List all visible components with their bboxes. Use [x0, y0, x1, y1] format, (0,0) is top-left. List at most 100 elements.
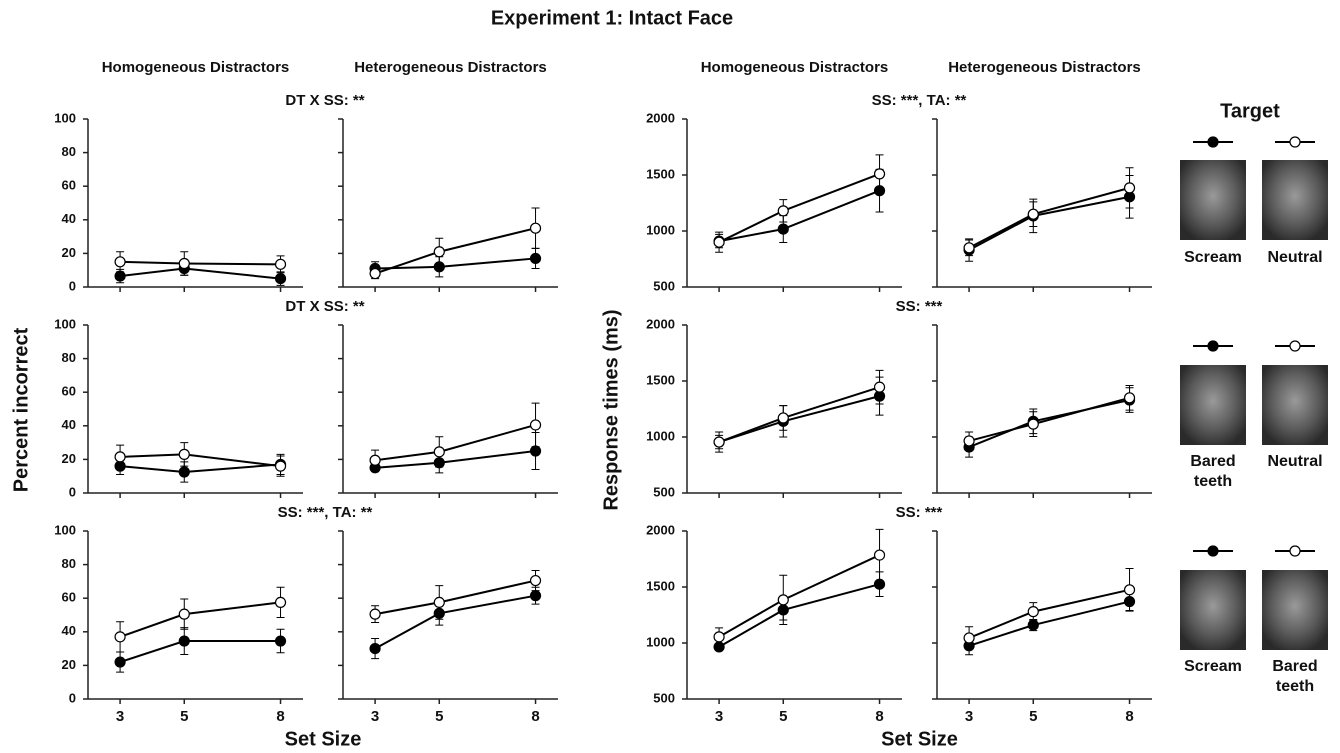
series-line: [119, 640, 281, 663]
legend-marker: [1207, 340, 1219, 352]
y-tick-label: 20: [62, 451, 76, 466]
face-image: [1180, 570, 1246, 650]
marker: [713, 436, 725, 448]
y-tick-label: 40: [62, 623, 76, 638]
marker: [1123, 182, 1136, 194]
marker: [274, 258, 287, 270]
series-line: [119, 463, 281, 474]
legend-label: Bared teeth: [1272, 658, 1318, 695]
y-tick-label: 1500: [646, 578, 675, 593]
marker: [1027, 619, 1039, 631]
legend-label: Scream: [1184, 249, 1242, 266]
x-axis-label: Set Size: [285, 728, 362, 750]
marker: [777, 594, 789, 606]
y-tick-label: 100: [54, 522, 76, 537]
marker: [178, 608, 190, 620]
y-tick-label: 1500: [646, 372, 675, 387]
legend-label: Neutral: [1267, 453, 1323, 470]
series-line: [718, 386, 880, 443]
legend-marker: [1289, 136, 1301, 148]
marker: [178, 466, 190, 478]
x-tick-label: 5: [779, 708, 787, 725]
marker: [963, 435, 975, 447]
annotation: SS: ***, TA: **: [872, 92, 967, 109]
y-tick-label: 2000: [646, 110, 675, 125]
x-tick-label: 5: [1029, 708, 1037, 725]
column-header: Heterogeneous Distractors: [354, 59, 547, 76]
series-line: [375, 450, 536, 469]
series-line: [374, 227, 536, 275]
marker: [873, 168, 886, 180]
x-axis-label: Set Size: [881, 728, 958, 750]
face-image: [1262, 365, 1328, 445]
series-line: [718, 395, 880, 443]
marker: [713, 236, 725, 248]
x-tick-label: 8: [276, 708, 284, 725]
y-tick-label: 0: [69, 278, 76, 293]
x-tick-label: 5: [435, 708, 443, 725]
series-line: [120, 453, 281, 468]
x-tick-label: 8: [875, 708, 883, 725]
face-images: [1180, 160, 1328, 650]
marker: [369, 608, 381, 620]
annotation: DT X SS: **: [285, 298, 364, 315]
marker: [1123, 584, 1136, 596]
y-tick-label: 20: [62, 245, 76, 260]
marker: [114, 270, 126, 282]
y-tick-label: 2000: [646, 522, 675, 537]
marker: [529, 590, 542, 602]
column-header: Homogeneous Distractors: [102, 59, 290, 76]
legend-title: Target: [1220, 100, 1280, 122]
series-line: [968, 186, 1130, 249]
y-tick-label: 80: [62, 350, 76, 365]
marker: [777, 205, 789, 217]
legend-label: Bared teeth: [1190, 453, 1236, 490]
annotation: SS: ***, TA: **: [278, 504, 373, 521]
marker: [114, 451, 126, 463]
x-tick-label: 8: [531, 708, 539, 725]
series-line: [120, 260, 281, 266]
column-header: Heterogeneous Distractors: [948, 59, 1141, 76]
y-tick-label: 100: [54, 110, 76, 125]
series-line: [718, 172, 880, 244]
y-tick-label: 2000: [646, 316, 675, 331]
y-tick-label: 20: [62, 657, 76, 672]
face-image: [1180, 365, 1246, 445]
marker: [274, 273, 287, 285]
marker: [114, 256, 126, 268]
marker: [529, 252, 542, 265]
x-tick-label: 3: [116, 708, 124, 725]
series-line: [968, 195, 1130, 251]
series-line: [119, 601, 281, 638]
series-line: [374, 423, 536, 462]
marker: [873, 549, 886, 561]
series-line: [968, 399, 1130, 449]
y-axis-label: Response times (ms): [600, 309, 622, 510]
marker: [777, 412, 789, 424]
marker: [529, 574, 542, 587]
annotation: SS: ***: [896, 504, 943, 521]
x-tick-label: 3: [965, 708, 973, 725]
annotation: DT X SS: **: [285, 92, 364, 109]
y-tick-label: 60: [62, 178, 76, 193]
legend-label: Neutral: [1267, 249, 1323, 266]
marker: [1027, 208, 1039, 220]
y-tick-label: 40: [62, 211, 76, 226]
marker: [369, 642, 381, 655]
y-tick-label: 80: [62, 144, 76, 159]
y-tick-label: 60: [62, 590, 76, 605]
y-tick-label: 1000: [646, 634, 675, 649]
legend-marker: [1207, 545, 1219, 557]
x-tick-label: 3: [371, 708, 379, 725]
series-line: [718, 583, 880, 648]
marker: [114, 656, 126, 668]
series-line: [968, 588, 1130, 639]
marker: [433, 446, 445, 458]
marker: [369, 267, 381, 280]
marker: [114, 631, 126, 643]
y-tick-label: 100: [54, 316, 76, 331]
y-tick-label: 40: [62, 417, 76, 432]
series-line: [374, 579, 536, 616]
marker: [178, 635, 190, 647]
